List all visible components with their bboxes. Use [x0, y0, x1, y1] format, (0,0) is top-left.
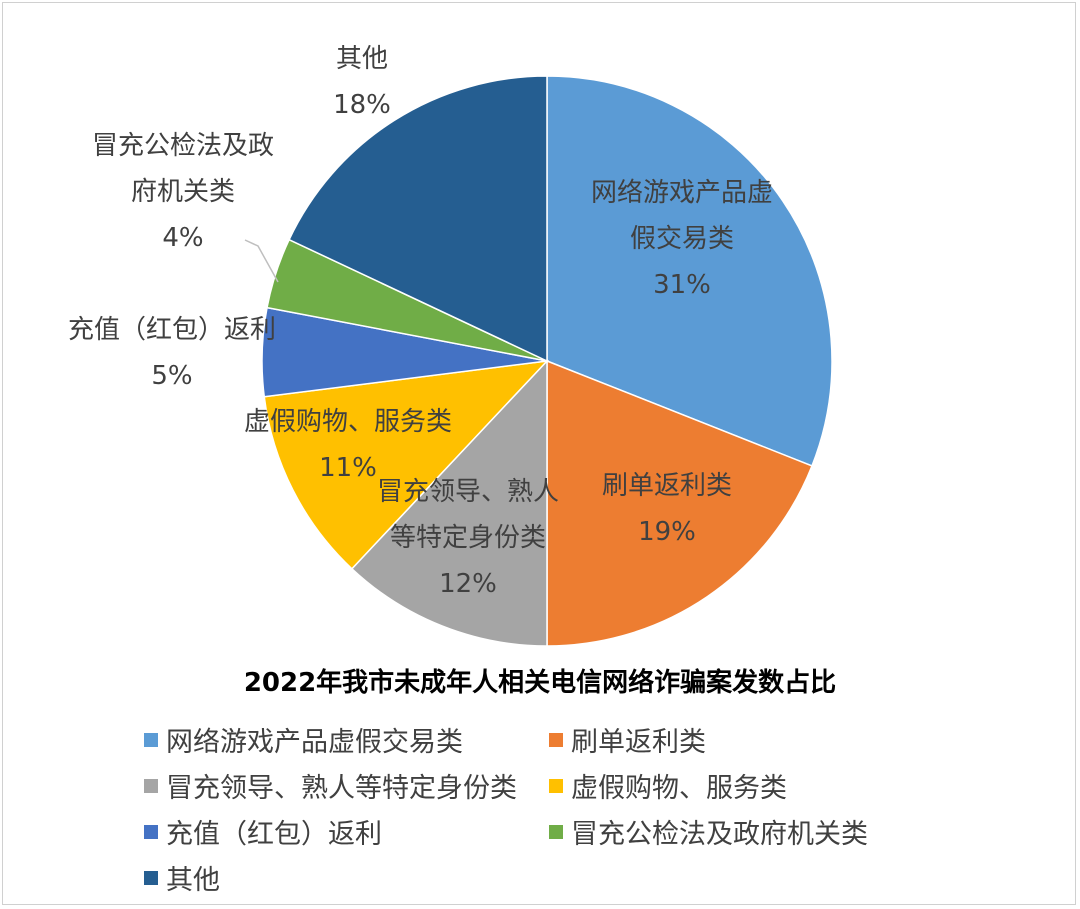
label-leader-line — [244, 239, 279, 283]
slice-percent: 19% — [638, 517, 696, 547]
legend-label: 充值（红包）返利 — [166, 819, 382, 850]
legend-label: 冒充领导、熟人等特定身份类 — [166, 773, 517, 804]
slice-percent: 12% — [439, 569, 497, 599]
slice-name-line: 冒充公检法及政 — [92, 131, 274, 161]
slice-percent: 31% — [653, 270, 711, 300]
slice-name-line: 充值（红包）返利 — [68, 315, 276, 345]
slice-percent: 18% — [333, 90, 391, 120]
chart-title: 2022年我市未成年人相关电信网络诈骗案发数占比 — [243, 668, 837, 698]
legend-item: 冒充领导、熟人等特定身份类 — [144, 766, 517, 805]
slice-label-6: 其他 18% — [333, 44, 391, 120]
legend-swatch — [144, 778, 158, 793]
slice-percent: 4% — [162, 223, 203, 253]
slice-label-1: 刷单返利类 19% — [602, 471, 732, 547]
legend-label: 冒充公检法及政府机关类 — [571, 819, 868, 850]
slice-name-line: 其他 — [336, 44, 388, 74]
legend-item: 刷单返利类 — [549, 720, 706, 759]
legend-swatch — [144, 870, 158, 885]
slice-label-4: 充值（红包）返利 5% — [68, 315, 276, 391]
slice-label-3: 虚假购物、服务类 11% — [244, 407, 452, 483]
slice-label-5: 冒充公检法及政府机关类 4% — [92, 131, 274, 253]
pie-slice-0 — [546, 75, 833, 467]
legend-item: 冒充公检法及政府机关类 — [549, 812, 868, 851]
slice-percent: 11% — [319, 453, 377, 483]
pie-slice-2 — [350, 359, 548, 647]
pie-slice-3 — [263, 359, 549, 570]
slice-name-line: 假交易类 — [630, 224, 734, 254]
legend-label: 网络游戏产品虚假交易类 — [166, 727, 463, 758]
slice-name-line: 刷单返利类 — [602, 471, 732, 501]
slice-label-0: 网络游戏产品虚假交易类 31% — [591, 178, 773, 300]
legend-swatch — [144, 732, 158, 747]
slice-name-line: 冒充领导、熟人 — [377, 477, 559, 507]
legend-swatch — [144, 824, 158, 839]
legend-swatch — [549, 778, 563, 793]
slice-name-line: 网络游戏产品虚 — [591, 178, 773, 208]
legend-item: 充值（红包）返利 — [144, 812, 382, 851]
legend-item: 网络游戏产品虚假交易类 — [144, 720, 463, 759]
pie-chart: 网络游戏产品虚假交易类 31% 刷单返利类 19% 冒充领导、熟人等特定身份类 12% 虚假… — [68, 44, 833, 647]
legend-item: 其他 — [144, 858, 220, 897]
pie-slice-1 — [546, 359, 813, 647]
legend-swatch — [549, 732, 563, 747]
slice-label-2: 冒充领导、熟人等特定身份类 12% — [377, 477, 559, 599]
slice-percent: 5% — [151, 361, 192, 391]
slice-name-line: 府机关类 — [131, 177, 235, 207]
legend-label: 其他 — [166, 865, 220, 896]
legend-item: 虚假购物、服务类 — [549, 766, 787, 805]
legend-swatch — [549, 824, 563, 839]
legend-label: 刷单返利类 — [571, 727, 706, 758]
slice-name-line: 虚假购物、服务类 — [244, 407, 452, 437]
slice-name-line: 等特定身份类 — [390, 523, 546, 553]
pie-slice-6 — [288, 75, 548, 363]
legend-label: 虚假购物、服务类 — [571, 773, 787, 804]
